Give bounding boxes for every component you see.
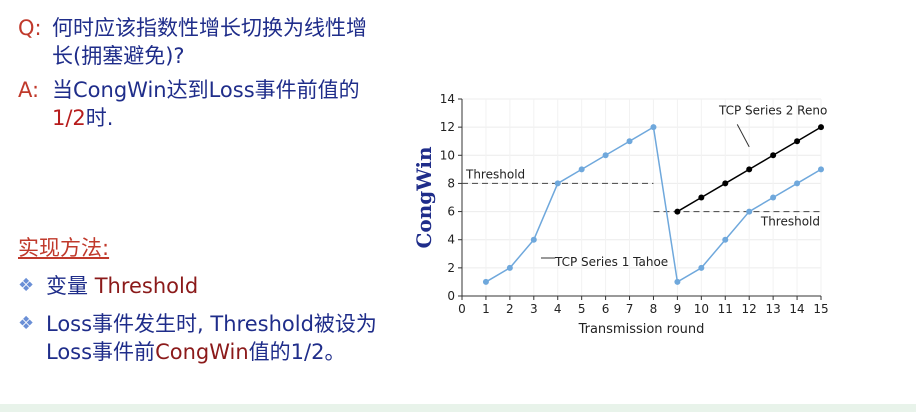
data-point-reno (770, 152, 777, 159)
x-tick-label: 4 (554, 302, 562, 316)
x-tick-label: 14 (789, 302, 804, 316)
question: Q: 何时应该指数性增长切换为线性增长(拥塞避免)? (18, 14, 378, 70)
x-tick-label: 9 (674, 302, 682, 316)
qa-block: Q: 何时应该指数性增长切换为线性增长(拥塞避免)? A: 当CongWin达到… (18, 14, 378, 138)
data-point-tahoe (602, 152, 609, 159)
footer-bar (0, 404, 916, 412)
x-tick-label: 10 (694, 302, 709, 316)
answer: A: 当CongWin达到Loss事件前值的 1/2时. (18, 76, 378, 132)
y-tick-label: 10 (440, 148, 455, 162)
y-tick-label: 6 (447, 205, 455, 219)
x-tick-label: 11 (718, 302, 733, 316)
data-point-tahoe (554, 180, 561, 187)
data-point-tahoe (650, 124, 657, 131)
x-tick-label: 13 (765, 302, 780, 316)
annotation-leader (736, 124, 750, 148)
x-tick-label: 5 (578, 302, 586, 316)
data-point-tahoe (506, 264, 513, 271)
data-point-reno (746, 166, 753, 173)
data-point-tahoe (722, 236, 729, 243)
x-tick-label: 3 (530, 302, 538, 316)
x-tick-label: 6 (602, 302, 610, 316)
bullet2-text: Loss事件发生时, Threshold被设为Loss事件前 (46, 312, 377, 364)
bullet1-text: 变量 (46, 274, 95, 298)
y-axis-label: CongWin (412, 146, 436, 248)
y-tick-label: 8 (447, 176, 455, 190)
method-title: 实现方法: (18, 236, 110, 260)
data-point-tahoe (698, 264, 705, 271)
x-tick-label: 15 (813, 302, 828, 316)
data-point-tahoe (530, 236, 537, 243)
question-text: 何时应该指数性增长切换为线性增长(拥塞避免)? (52, 16, 367, 68)
data-point-reno (722, 180, 729, 187)
data-point-tahoe (578, 166, 585, 173)
x-tick-label: 1 (482, 302, 490, 316)
bullet-threshold-variable: ❖ 变量 Threshold (18, 272, 386, 300)
data-point-reno (698, 194, 705, 201)
annotation-reno: TCP Series 2 Reno (718, 104, 827, 118)
answer-tag: A: (18, 78, 40, 102)
threshold-label: Threshold (465, 167, 525, 181)
y-tick-label: 2 (447, 261, 455, 275)
answer-fraction: 1/2 (52, 106, 86, 130)
data-point-tahoe (794, 180, 801, 187)
bullet-threshold-set: ❖ Loss事件发生时, Threshold被设为Loss事件前CongWin值… (18, 310, 386, 366)
x-tick-label: 0 (458, 302, 466, 316)
diamond-bullet-icon: ❖ (18, 313, 35, 334)
annotation-tahoe: TCP Series 1 Tahoe (554, 255, 668, 269)
x-tick-label: 8 (650, 302, 658, 316)
data-point-reno (674, 208, 681, 215)
data-point-tahoe (818, 166, 824, 173)
threshold-label: Threshold (760, 215, 820, 229)
bullet1-var: Threshold (94, 274, 199, 298)
x-tick-label: 2 (506, 302, 514, 316)
diamond-bullet-icon: ❖ (18, 275, 35, 296)
y-tick-label: 4 (447, 233, 455, 247)
data-point-reno (818, 124, 824, 131)
y-tick-label: 14 (440, 92, 455, 106)
data-point-tahoe (482, 278, 489, 285)
bullet2-var: CongWin (155, 340, 249, 364)
data-point-reno (794, 138, 801, 145)
x-tick-label: 12 (742, 302, 757, 316)
question-tag: Q: (18, 16, 42, 40)
answer-text-pre: 当CongWin达到Loss事件前值的 (52, 78, 360, 102)
data-point-tahoe (770, 194, 777, 201)
bullet2-text-post: 值的1/2。 (248, 340, 346, 364)
x-axis-label: Transmission round (578, 322, 705, 337)
x-tick-label: 7 (626, 302, 634, 316)
data-point-tahoe (746, 208, 753, 215)
data-point-tahoe (674, 278, 681, 285)
y-tick-label: 12 (440, 120, 455, 134)
answer-text-post: 时. (85, 106, 114, 130)
data-point-tahoe (626, 138, 633, 145)
y-tick-label: 0 (447, 289, 455, 303)
